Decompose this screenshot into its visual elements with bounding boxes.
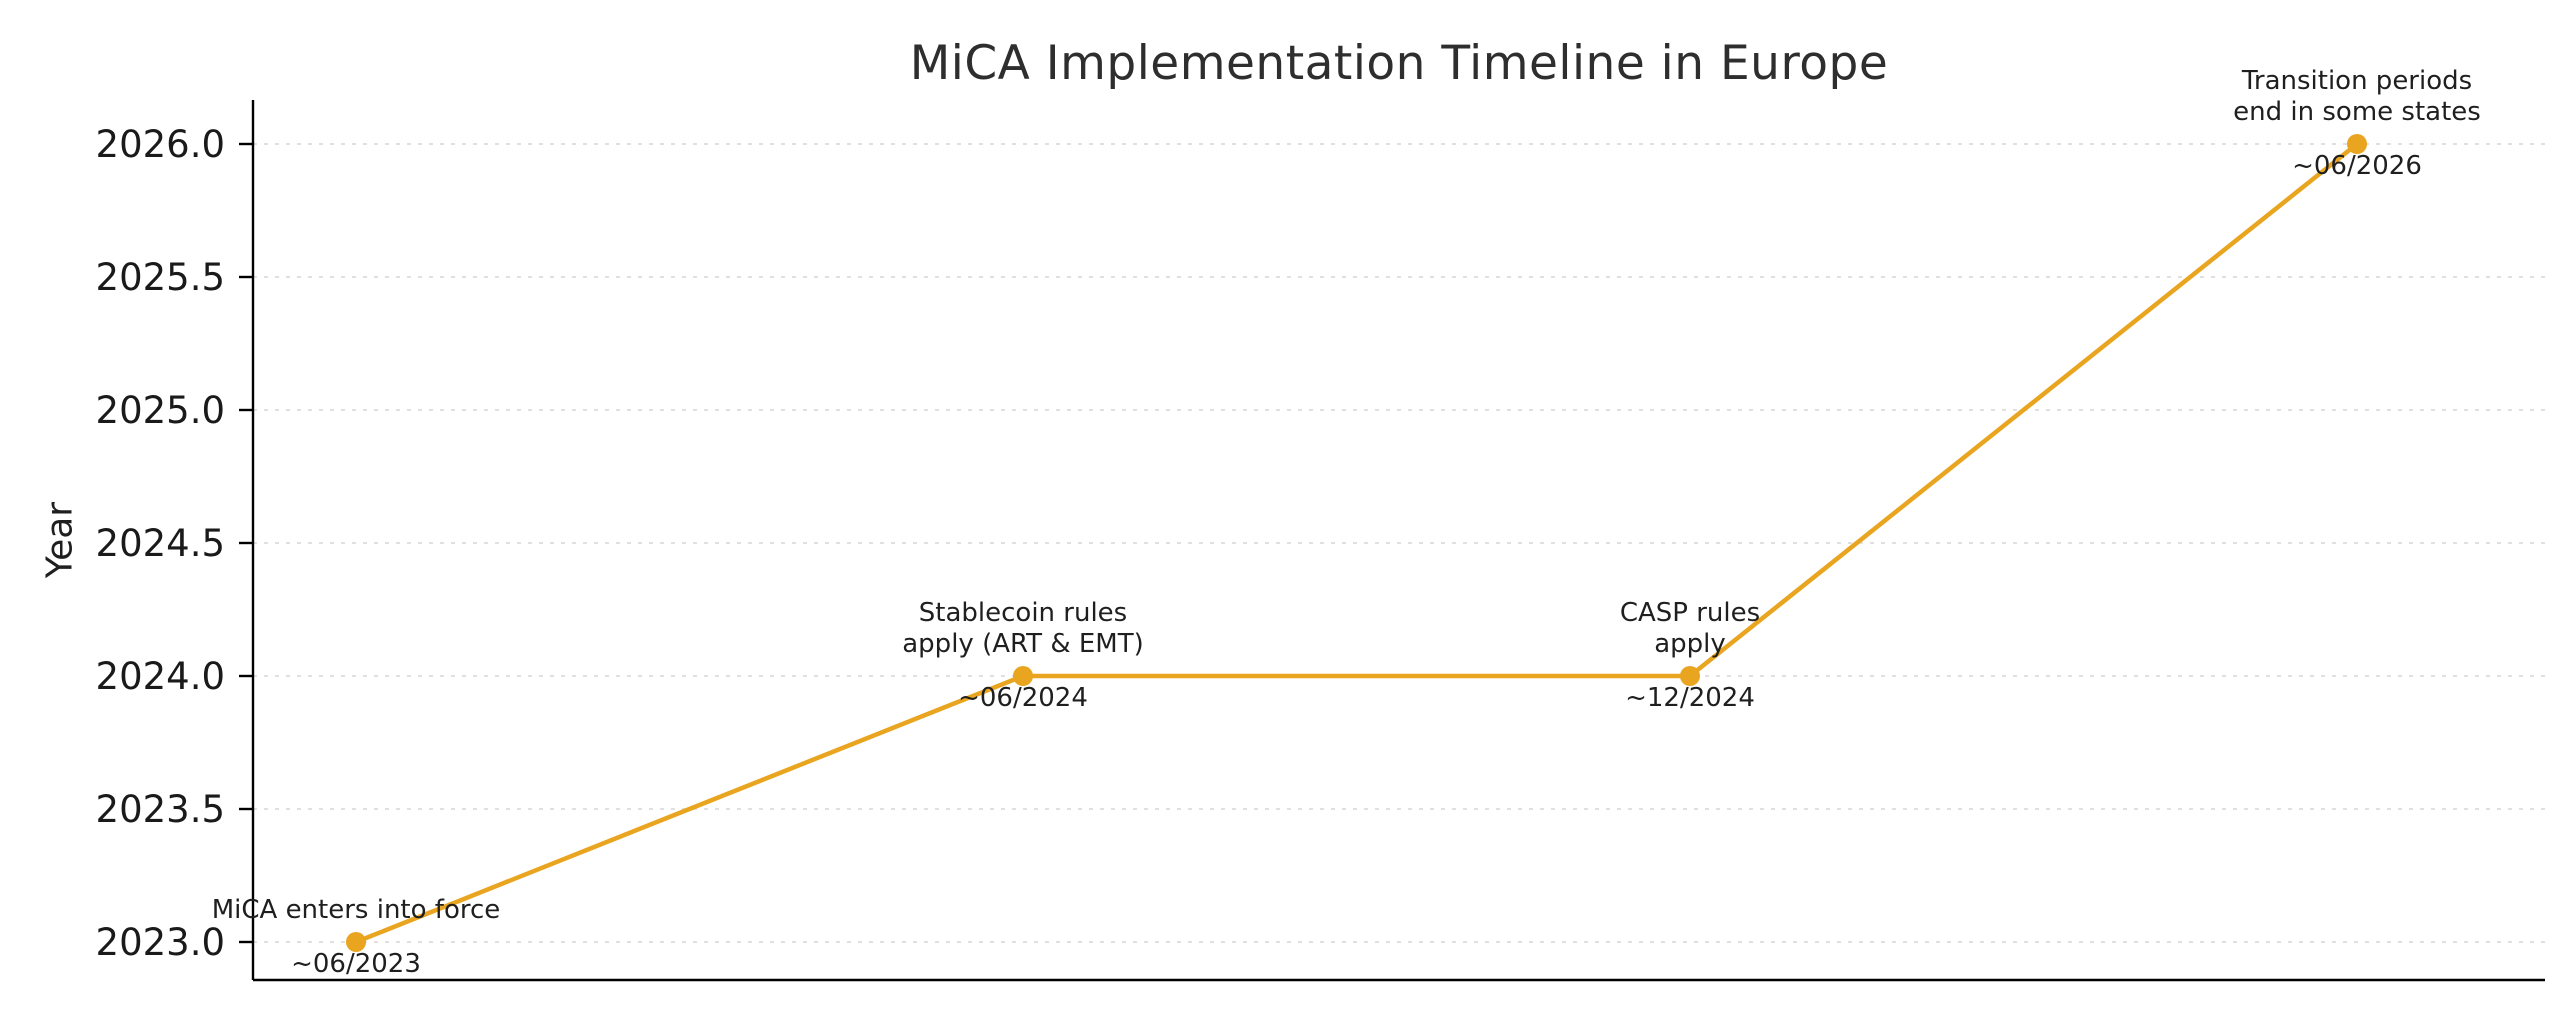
point-date: ~12/2024 (1625, 683, 1755, 713)
point-date: ~06/2026 (2292, 151, 2422, 181)
y-axis-label: Year (39, 501, 81, 579)
chart-title: MiCA Implementation Timeline in Europe (909, 36, 1889, 91)
data-point-marker (1013, 666, 1033, 686)
data-point-marker (346, 932, 366, 952)
point-label: end in some states (2233, 97, 2481, 127)
timeline-line (353, 141, 2360, 945)
data-point-marker (1680, 666, 1700, 686)
y-tick-label: 2024.5 (96, 522, 225, 565)
y-tick-label: 2024.0 (96, 655, 225, 698)
y-tick-label: 2025.5 (96, 256, 225, 299)
point-date: ~06/2024 (958, 683, 1088, 713)
y-tick-label: 2023.5 (96, 788, 225, 831)
data-point-marker (2347, 134, 2367, 154)
point-label: Stablecoin rules (919, 598, 1127, 628)
y-tick-label: 2026.0 (96, 123, 225, 166)
point-label: CASP rules (1620, 598, 1760, 628)
point-label: apply (ART & EMT) (902, 629, 1144, 659)
y-tick-label: 2023.0 (96, 921, 225, 964)
point-date: ~06/2023 (291, 949, 421, 979)
point-label: MiCA enters into force (212, 895, 501, 925)
y-tick-label: 2025.0 (96, 389, 225, 432)
point-label: Transition periods (2241, 66, 2472, 96)
point-label: apply (1654, 629, 1726, 659)
